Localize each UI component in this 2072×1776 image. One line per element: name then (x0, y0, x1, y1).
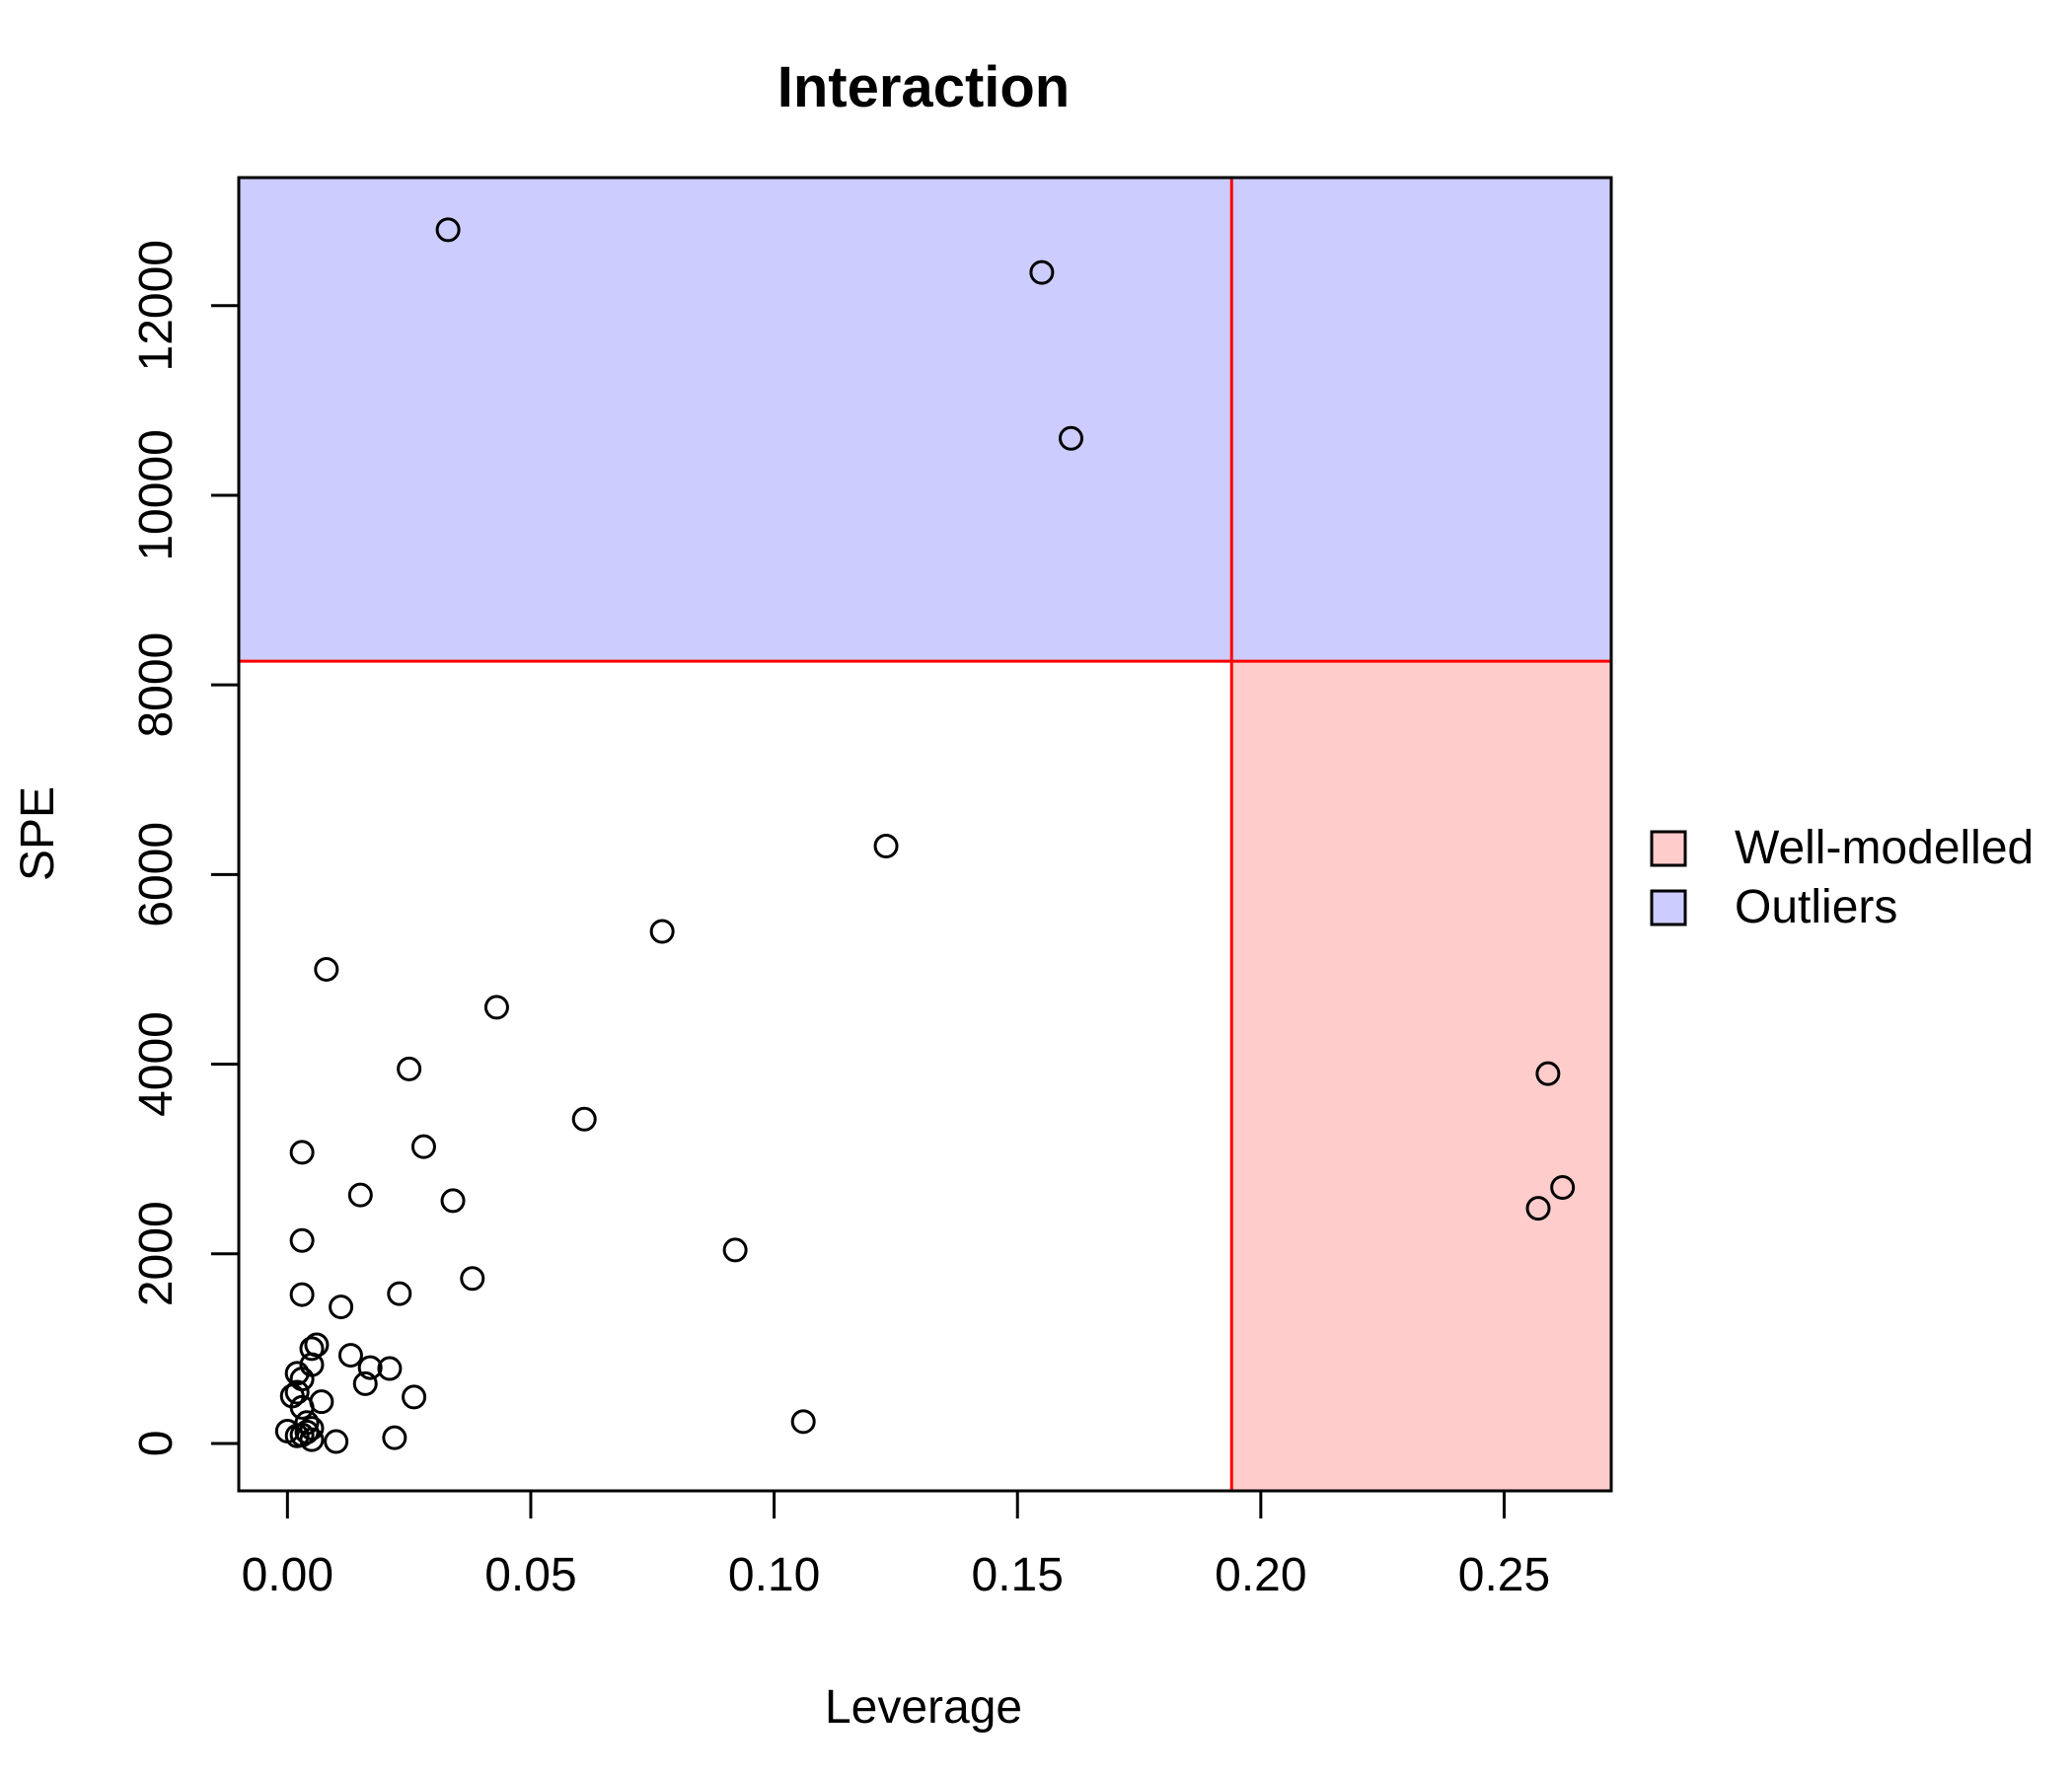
y-axis: 0 2000 4000 6000 8000 10000 12000 (130, 240, 241, 1457)
x-tick-label: 0.05 (484, 1549, 576, 1601)
y-tick-label: 6000 (130, 822, 183, 927)
data-point-43 (324, 1429, 349, 1454)
data-point-41 (382, 1425, 407, 1450)
data-point-22 (337, 1343, 363, 1369)
data-point-4 (873, 834, 899, 859)
well-modelled-region (1231, 661, 1611, 1491)
data-point-29 (284, 1379, 310, 1405)
y-tick-label: 2000 (130, 1201, 183, 1306)
y-tick-label: 10000 (130, 429, 183, 560)
data-point-13 (440, 1188, 466, 1214)
plot-area (237, 176, 1613, 1493)
data-point-42 (299, 1427, 325, 1452)
x-tick-label: 0.00 (242, 1549, 333, 1601)
data-point-46 (1525, 1196, 1551, 1221)
data-point-45 (1550, 1174, 1576, 1200)
data-point-14 (289, 1227, 315, 1253)
legend-swatch-well-modelled (1650, 830, 1687, 867)
data-point-21 (299, 1336, 325, 1362)
x-tick-label: 0.15 (972, 1549, 1064, 1601)
x-axis: 0.00 0.05 0.10 0.15 0.20 0.25 (242, 1489, 1550, 1601)
data-point-12 (347, 1182, 373, 1208)
data-point-2 (1029, 259, 1055, 285)
data-point-9 (571, 1106, 597, 1132)
data-point-26 (284, 1361, 310, 1386)
data-point-7 (483, 995, 509, 1020)
data-point-44 (1535, 1061, 1561, 1086)
data-point-16 (460, 1266, 485, 1292)
y-tick-label: 0 (130, 1431, 183, 1457)
data-point-6 (314, 956, 339, 982)
data-point-40 (284, 1423, 310, 1448)
data-point-24 (357, 1355, 383, 1380)
data-point-18 (387, 1281, 412, 1306)
y-tick-label: 8000 (130, 632, 183, 738)
data-point-31 (402, 1384, 427, 1410)
data-point-3 (1058, 425, 1083, 451)
chart-title: Interaction (777, 55, 1071, 119)
x-tick-label: 0.10 (728, 1549, 820, 1601)
y-tick-label: 4000 (130, 1011, 183, 1117)
data-point-25 (377, 1356, 403, 1381)
y-tick-label: 12000 (130, 240, 183, 371)
legend-label-well-modelled: Well-modelled (1735, 822, 2034, 874)
data-points (274, 217, 1576, 1454)
data-point-33 (289, 1394, 315, 1420)
data-point-34 (790, 1409, 816, 1435)
data-point-17 (289, 1282, 315, 1307)
outliers-region (239, 178, 1611, 662)
legend-swatch-outliers (1650, 889, 1687, 926)
x-tick-label: 0.20 (1215, 1549, 1306, 1601)
data-point-28 (352, 1370, 378, 1396)
x-tick-label: 0.25 (1458, 1549, 1550, 1601)
y-axis-label: SPE (12, 786, 64, 881)
data-point-5 (649, 919, 675, 944)
data-point-8 (397, 1056, 422, 1081)
legend: Well-modelled Outliers (1650, 822, 2034, 933)
data-point-19 (329, 1295, 354, 1320)
data-point-15 (722, 1237, 748, 1263)
legend-label-outliers: Outliers (1735, 881, 1897, 933)
x-axis-label: Leverage (825, 1681, 1022, 1734)
data-point-10 (410, 1134, 436, 1159)
data-point-11 (289, 1140, 315, 1165)
data-point-1 (435, 217, 461, 243)
